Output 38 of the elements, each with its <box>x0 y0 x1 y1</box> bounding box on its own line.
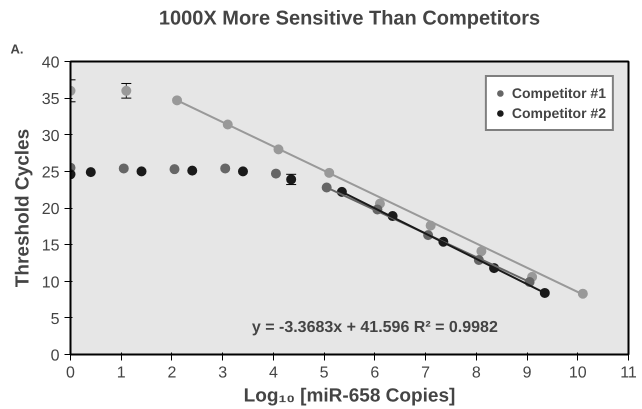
x-tick-label: 11 <box>620 364 637 382</box>
x-tick-label: 9 <box>522 364 532 382</box>
legend-label: Competitor #1 <box>512 85 606 101</box>
point <box>118 163 129 174</box>
point <box>169 164 180 174</box>
y-axis-title: Threshold Cycles <box>12 128 34 288</box>
y-tick-label: 30 <box>42 128 60 145</box>
x-tick-label: 6 <box>370 364 380 382</box>
x-tick-label: 5 <box>320 364 329 382</box>
x-tick-label: 8 <box>472 364 481 382</box>
x-tick-label: 3 <box>218 364 228 382</box>
y-tick-label: 0 <box>50 348 60 364</box>
y-tick-label: 40 <box>42 54 60 72</box>
y-tick-label: 25 <box>42 164 60 182</box>
x-tick-label: 7 <box>421 364 430 382</box>
x-tick-label: 0 <box>66 364 76 382</box>
y-tick-label: 20 <box>42 201 60 218</box>
y-tick-label: 35 <box>42 91 60 108</box>
point <box>270 168 281 179</box>
y-tick-label: 15 <box>42 238 60 255</box>
point <box>476 246 486 256</box>
point <box>136 166 147 176</box>
chart-title: 1000X More Sensitive Than Competitors <box>158 8 540 30</box>
point <box>220 163 230 174</box>
x-tick-label: 2 <box>168 364 177 382</box>
x-tick-label: 4 <box>268 364 278 382</box>
point <box>238 166 248 176</box>
annotation: y = -3.3683x + 41.596 R² = 0.9982 <box>252 319 498 336</box>
point <box>121 86 132 96</box>
y-tick-label: 10 <box>42 274 60 292</box>
point <box>187 166 198 176</box>
x-tick-label: 1 <box>116 364 126 382</box>
point <box>86 167 96 178</box>
y-tick-label: 5 <box>50 310 60 328</box>
legend-label: Competitor #2 <box>512 105 606 121</box>
x-tick-label: 10 <box>568 364 587 382</box>
x-axis-title: Log₁₀ [miR-658 Copies] <box>244 386 456 406</box>
text: A. <box>10 42 24 56</box>
